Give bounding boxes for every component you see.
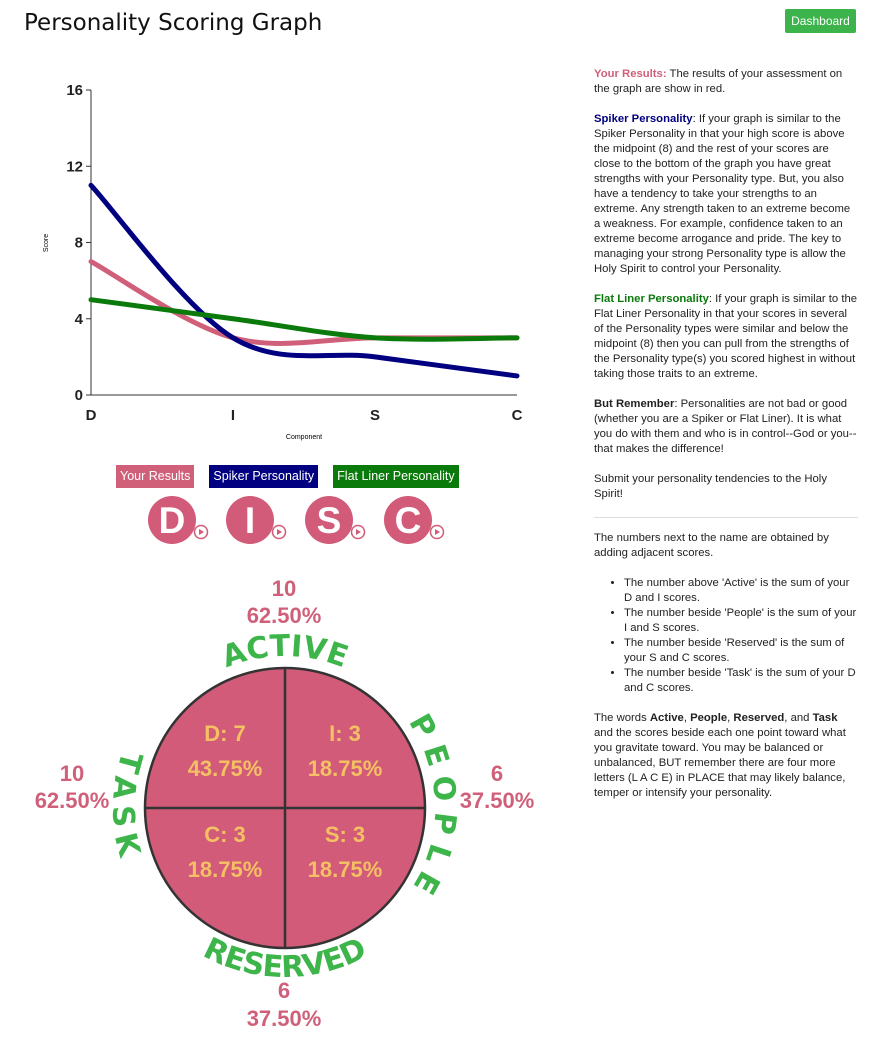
text: : If your graph is similar to the Flat L… bbox=[594, 293, 858, 380]
paragraph: Your Results: The results of your assess… bbox=[594, 67, 858, 97]
list-item: The number beside 'Reserved' is the sum … bbox=[624, 636, 858, 666]
paragraph: Flat Liner Personality: If your graph is… bbox=[594, 292, 858, 382]
list: The number above 'Active' is the sum of … bbox=[594, 576, 858, 696]
paragraph: Spiker Personality: If your graph is sim… bbox=[594, 112, 858, 277]
lead: Spiker Personality bbox=[594, 113, 693, 125]
side-score: 6 bbox=[491, 761, 503, 786]
quadrant-percent: 18.75% bbox=[308, 857, 383, 882]
y-tick-label: 16 bbox=[66, 82, 83, 99]
x-tick-label: I bbox=[231, 407, 235, 424]
play-icon bbox=[277, 529, 282, 535]
lead: But Remember bbox=[594, 398, 675, 410]
line-chart: 0 4 8 12 16 D I S C Score Component bbox=[43, 82, 523, 441]
keyword: Task bbox=[812, 712, 838, 724]
x-tick-label: S bbox=[370, 407, 380, 424]
disc-letter[interactable]: D bbox=[159, 500, 186, 541]
y-axis-label: Score bbox=[43, 234, 50, 252]
quadrant bbox=[145, 668, 285, 808]
list-item: The number beside 'Task' is the sum of y… bbox=[624, 666, 858, 696]
divider bbox=[594, 517, 858, 518]
quadrant-label: C: 3 bbox=[204, 822, 246, 847]
paragraph: The numbers next to the name are obtaine… bbox=[594, 532, 829, 559]
text: : If your graph is similar to the Spiker… bbox=[594, 113, 851, 275]
sidebar: Your Results: The results of your assess… bbox=[594, 67, 858, 816]
x-tick-label: D bbox=[86, 407, 97, 424]
keyword: People bbox=[690, 712, 728, 724]
legend-item[interactable]: Flat Liner Personality bbox=[333, 465, 459, 488]
keyword: Reserved bbox=[733, 712, 785, 724]
side-score: 6 bbox=[278, 978, 290, 1003]
list-item: The number beside 'People' is the sum of… bbox=[624, 606, 858, 636]
quadrant bbox=[285, 808, 425, 948]
quadrant-percent: 18.75% bbox=[308, 756, 383, 781]
disc-letter[interactable]: C bbox=[395, 500, 422, 541]
list-item: The number above 'Active' is the sum of … bbox=[624, 576, 858, 606]
legend-item[interactable]: Your Results bbox=[116, 465, 195, 488]
disc-circle bbox=[305, 496, 353, 544]
x-axis-label: Component bbox=[286, 434, 322, 441]
page-title: Personality Scoring Graph bbox=[24, 10, 323, 36]
side-percent: 37.50% bbox=[460, 788, 535, 813]
text: , and bbox=[784, 712, 813, 724]
keyword: Active bbox=[649, 712, 684, 724]
text: The results of your assessment on the gr… bbox=[594, 68, 843, 95]
disc-letter[interactable]: S bbox=[317, 500, 342, 541]
play-icon bbox=[199, 529, 204, 535]
disc-circle bbox=[148, 496, 196, 544]
lead: Your Results: bbox=[594, 68, 667, 80]
y-tick-label: 8 bbox=[75, 235, 83, 252]
disc-circle bbox=[226, 496, 274, 544]
x-tick-label: C bbox=[512, 407, 523, 424]
y-tick-label: 12 bbox=[66, 158, 83, 175]
y-tick-label: 0 bbox=[75, 387, 83, 404]
quadrant-label: I: 3 bbox=[329, 721, 361, 746]
text: The words bbox=[594, 712, 650, 724]
paragraph: The words Active, People, Reserved, and … bbox=[594, 711, 858, 801]
play-icon bbox=[356, 529, 361, 535]
task-word: TASK bbox=[104, 748, 140, 868]
play-icon bbox=[435, 529, 440, 535]
y-tick-label: 4 bbox=[75, 311, 84, 328]
lead: Flat Liner Personality bbox=[594, 293, 709, 305]
disc-circle bbox=[384, 496, 432, 544]
dashboard-button[interactable]: Dashboard bbox=[785, 9, 856, 33]
text: and the scores beside each one point tow… bbox=[594, 727, 846, 799]
paragraph: Submit your personality tendencies to th… bbox=[594, 473, 827, 500]
text: , bbox=[727, 712, 734, 724]
side-percent: 37.50% bbox=[247, 1006, 322, 1031]
disc-letter[interactable]: I bbox=[245, 500, 255, 541]
side-word: TASK bbox=[104, 748, 148, 868]
side-percent: 62.50% bbox=[247, 603, 322, 628]
series-line bbox=[88, 297, 520, 342]
legend-item[interactable]: Spiker Personality bbox=[209, 465, 319, 488]
legend: Your Results Spiker Personality Flat Liner… bbox=[116, 465, 459, 488]
text: : Personalities are not bad or good (whe… bbox=[594, 398, 857, 455]
paragraph: But Remember: Personalities are not bad … bbox=[594, 397, 858, 457]
series-line bbox=[88, 182, 520, 379]
quadrant-percent: 43.75% bbox=[188, 756, 263, 781]
quadrant-label: D: 7 bbox=[204, 721, 246, 746]
quadrant-percent: 18.75% bbox=[188, 857, 263, 882]
disc-circle: D: 7 43.75% I: 3 18.75% C: 3 18.75% S: 3… bbox=[35, 576, 535, 1031]
text: , bbox=[683, 712, 691, 724]
side-percent: 62.50% bbox=[35, 788, 110, 813]
side-score: 10 bbox=[272, 576, 296, 601]
quadrant bbox=[285, 668, 425, 808]
side-score: 10 bbox=[60, 761, 84, 786]
quadrant bbox=[145, 808, 285, 948]
quadrant-label: S: 3 bbox=[325, 822, 365, 847]
